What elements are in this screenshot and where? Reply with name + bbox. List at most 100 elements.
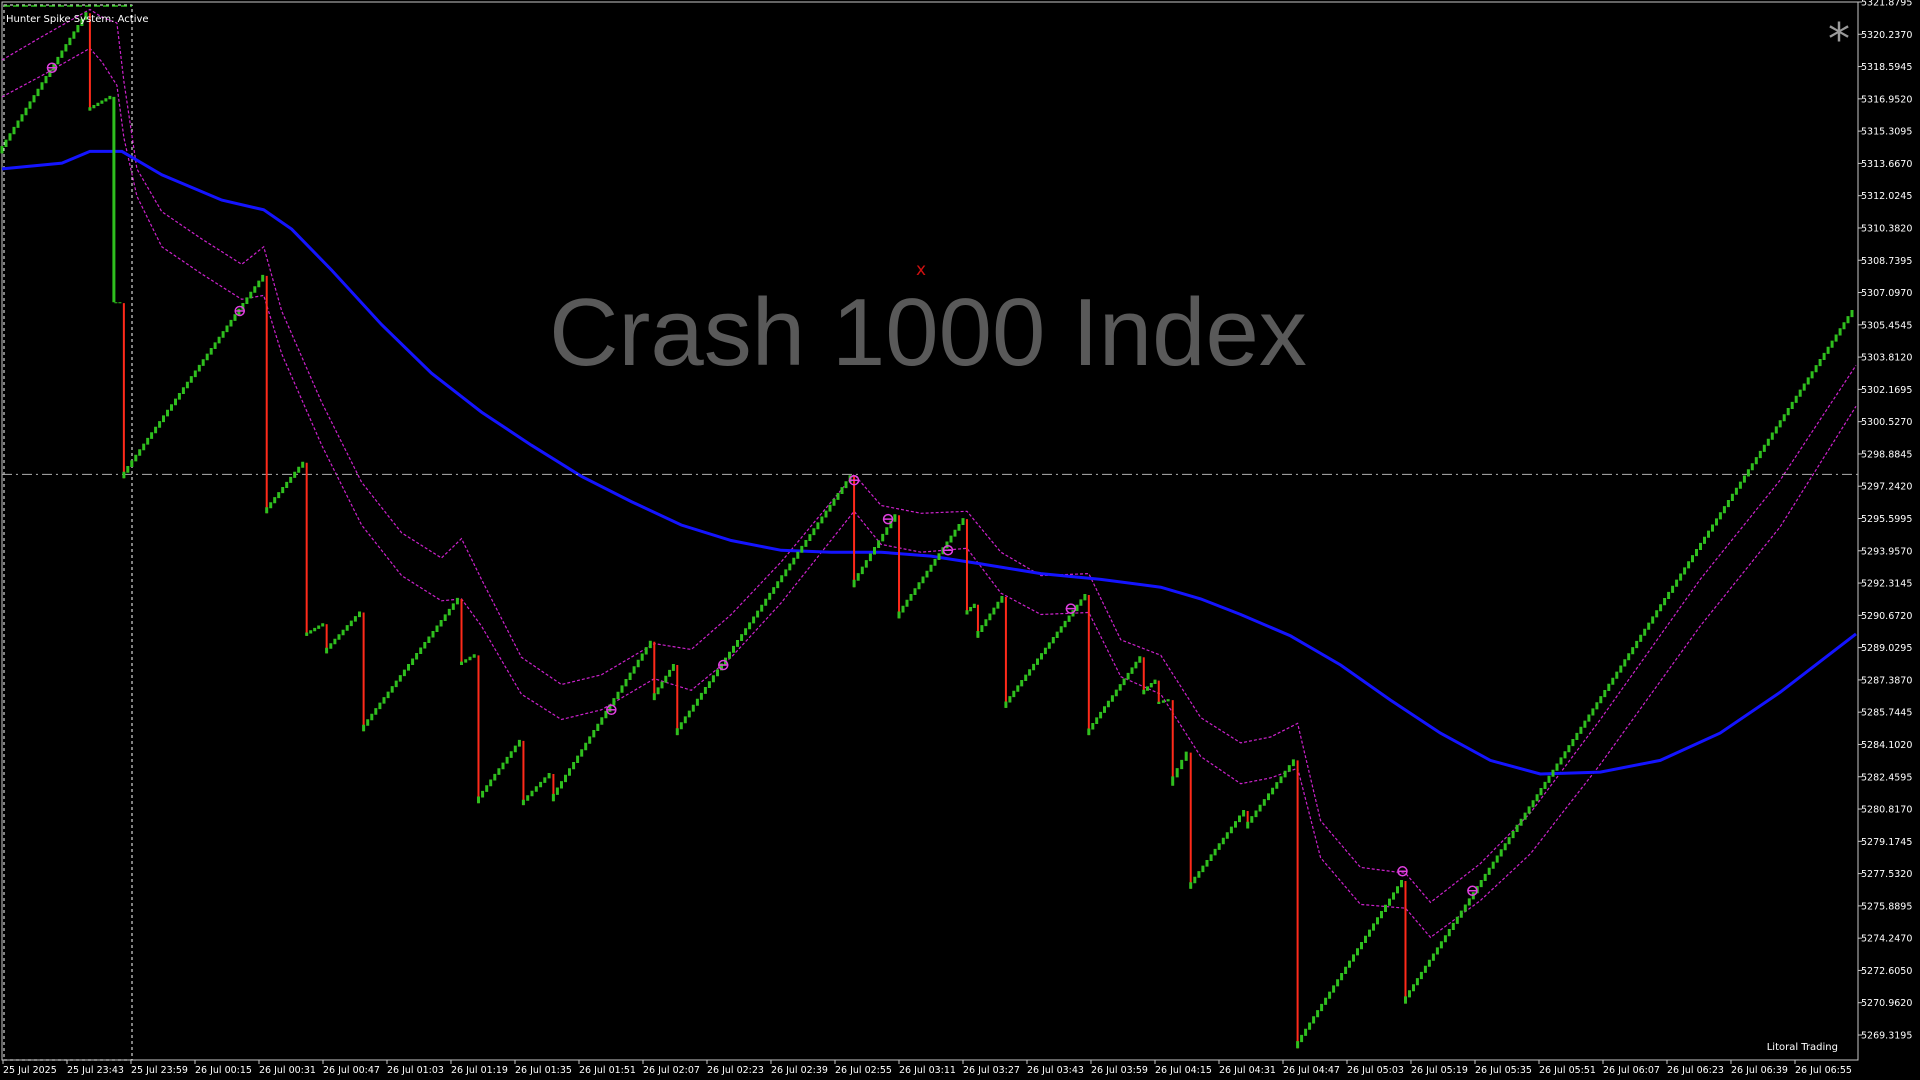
time-axis[interactable]: 25 Jul 2025 25 Jul 23:43 25 Jul 23:59 26 Ju… [2, 1060, 1852, 1076]
symbol-watermark: Crash 1000 Index [549, 279, 1307, 386]
price-tick-label: 5298.8845 [1861, 449, 1912, 460]
rising-bars [521, 773, 551, 806]
price-tick-label: 5313.6670 [1861, 159, 1912, 170]
signal-marker [606, 704, 617, 716]
envelope-upper-line [1, 8, 1857, 904]
rising-bars [122, 274, 265, 479]
price-tick-label: 5302.1695 [1861, 385, 1912, 396]
price-tick-label: 5272.6050 [1861, 966, 1912, 977]
rising-bars [0, 12, 88, 154]
time-tick-label: 26 Jul 00:47 [323, 1065, 380, 1076]
rising-bars [652, 664, 675, 701]
price-tick-label: 5305.4545 [1861, 320, 1912, 331]
signal-marker [882, 513, 894, 525]
time-tick-label: 26 Jul 01:51 [579, 1065, 636, 1076]
price-tick-label: 5308.7395 [1861, 256, 1912, 267]
time-tick-label: 26 Jul 00:31 [259, 1065, 316, 1076]
price-tick-label: 5310.3820 [1861, 223, 1912, 234]
price-tick-label: 5297.2420 [1861, 482, 1912, 493]
signal-marker [1397, 866, 1408, 877]
time-tick-label: 25 Jul 23:43 [67, 1065, 124, 1076]
rising-bars [1404, 310, 1854, 1004]
rising-bars [1157, 699, 1170, 704]
time-tick-label: 25 Jul 2025 [3, 1065, 57, 1076]
price-tick-label: 5293.9570 [1861, 546, 1912, 557]
price-tick-label: 5282.4595 [1861, 772, 1912, 783]
chart-border [1, 1, 1859, 1061]
time-tick-label: 26 Jul 02:07 [643, 1065, 700, 1076]
price-tick-label: 5270.9620 [1861, 998, 1912, 1009]
rising-bars [1171, 751, 1188, 786]
rising-bars [965, 603, 976, 615]
credit-label: Litoral Trading [1766, 1042, 1838, 1053]
selection-box [3, 4, 133, 1061]
price-tick-label: 5295.5995 [1861, 514, 1912, 525]
rising-bars [675, 475, 852, 736]
plot-area [0, 1, 1859, 1061]
rising-bars [852, 514, 897, 588]
price-tick-label: 5269.3195 [1861, 1031, 1912, 1042]
price-tick-label: 5315.3095 [1861, 127, 1912, 138]
time-tick-label: 26 Jul 01:03 [387, 1065, 444, 1076]
envelope-lower-line [1, 47, 1857, 939]
close-marker[interactable]: x [916, 260, 927, 280]
price-tick-label: 5303.8120 [1861, 353, 1912, 364]
rising-bars [1246, 759, 1295, 829]
time-tick-label: 26 Jul 04:15 [1155, 1065, 1212, 1076]
rising-bars [88, 95, 112, 111]
time-tick-label: 26 Jul 03:59 [1091, 1065, 1148, 1076]
price-tick-label: 5300.5270 [1861, 417, 1912, 428]
signal-marker [46, 62, 58, 74]
time-tick-label: 26 Jul 06:39 [1731, 1065, 1788, 1076]
time-tick-label: 26 Jul 06:55 [1795, 1065, 1852, 1076]
time-tick-label: 26 Jul 02:39 [771, 1065, 828, 1076]
price-tick-label: 5279.1745 [1861, 837, 1912, 848]
price-tick-label: 5318.5945 [1861, 62, 1912, 73]
time-tick-label: 26 Jul 03:43 [1027, 1065, 1084, 1076]
rising-bars [114, 302, 122, 304]
time-tick-label: 26 Jul 05:35 [1475, 1065, 1532, 1076]
price-tick-label: 5284.1020 [1861, 740, 1912, 751]
price-tick-label: 5290.6720 [1861, 611, 1912, 622]
time-tick-label: 25 Jul 23:59 [131, 1065, 188, 1076]
rising-bars [1004, 594, 1087, 708]
time-tick-label: 26 Jul 06:23 [1667, 1065, 1724, 1076]
time-tick-label: 26 Jul 05:51 [1539, 1065, 1596, 1076]
time-tick-label: 26 Jul 01:19 [451, 1065, 508, 1076]
signal-marker [234, 305, 245, 317]
rising-bars [897, 518, 965, 619]
price-tick-label: 5285.7445 [1861, 708, 1912, 719]
time-tick-label: 26 Jul 01:35 [515, 1065, 572, 1076]
price-tick-label: 5316.9520 [1861, 94, 1912, 105]
price-tick-label: 5307.0970 [1861, 288, 1912, 299]
rising-bars [362, 597, 459, 732]
price-axis[interactable]: 5321.8795 5320.2370 5318.5945 5316.9520 5315… [1858, 0, 1912, 1042]
time-tick-label: 26 Jul 05:03 [1347, 1065, 1404, 1076]
price-tick-label: 5277.5320 [1861, 869, 1912, 880]
rising-bars [305, 623, 325, 636]
price-tick-label: 5275.8895 [1861, 901, 1912, 912]
price-tick-label: 5292.3145 [1861, 579, 1912, 590]
rising-bars [265, 461, 305, 514]
time-tick-label: 26 Jul 02:55 [835, 1065, 892, 1076]
time-tick-label: 26 Jul 04:31 [1219, 1065, 1276, 1076]
rising-bars [551, 640, 652, 802]
price-tick-label: 5274.2470 [1861, 934, 1912, 945]
price-tick-label: 5321.8795 [1861, 0, 1912, 9]
rising-bars [325, 611, 361, 654]
signal-marker [942, 545, 954, 556]
rising-bars [1189, 810, 1246, 889]
time-tick-label: 26 Jul 05:19 [1411, 1065, 1468, 1076]
price-tick-label: 5320.2370 [1861, 30, 1912, 41]
price-tick-label: 5289.0295 [1861, 643, 1912, 654]
rising-bars [976, 596, 1004, 638]
signal-marker [1467, 885, 1478, 896]
time-tick-label: 26 Jul 04:47 [1283, 1065, 1340, 1076]
indicator-status-label: Hunter Spike System: Active [6, 14, 149, 25]
price-tick-label: 5287.3870 [1861, 675, 1912, 686]
rising-bars [1296, 880, 1403, 1049]
price-tick-label: 5280.8170 [1861, 805, 1912, 816]
price-tick-label: 5312.0245 [1861, 191, 1912, 202]
star-icon[interactable]: * [1828, 14, 1850, 65]
